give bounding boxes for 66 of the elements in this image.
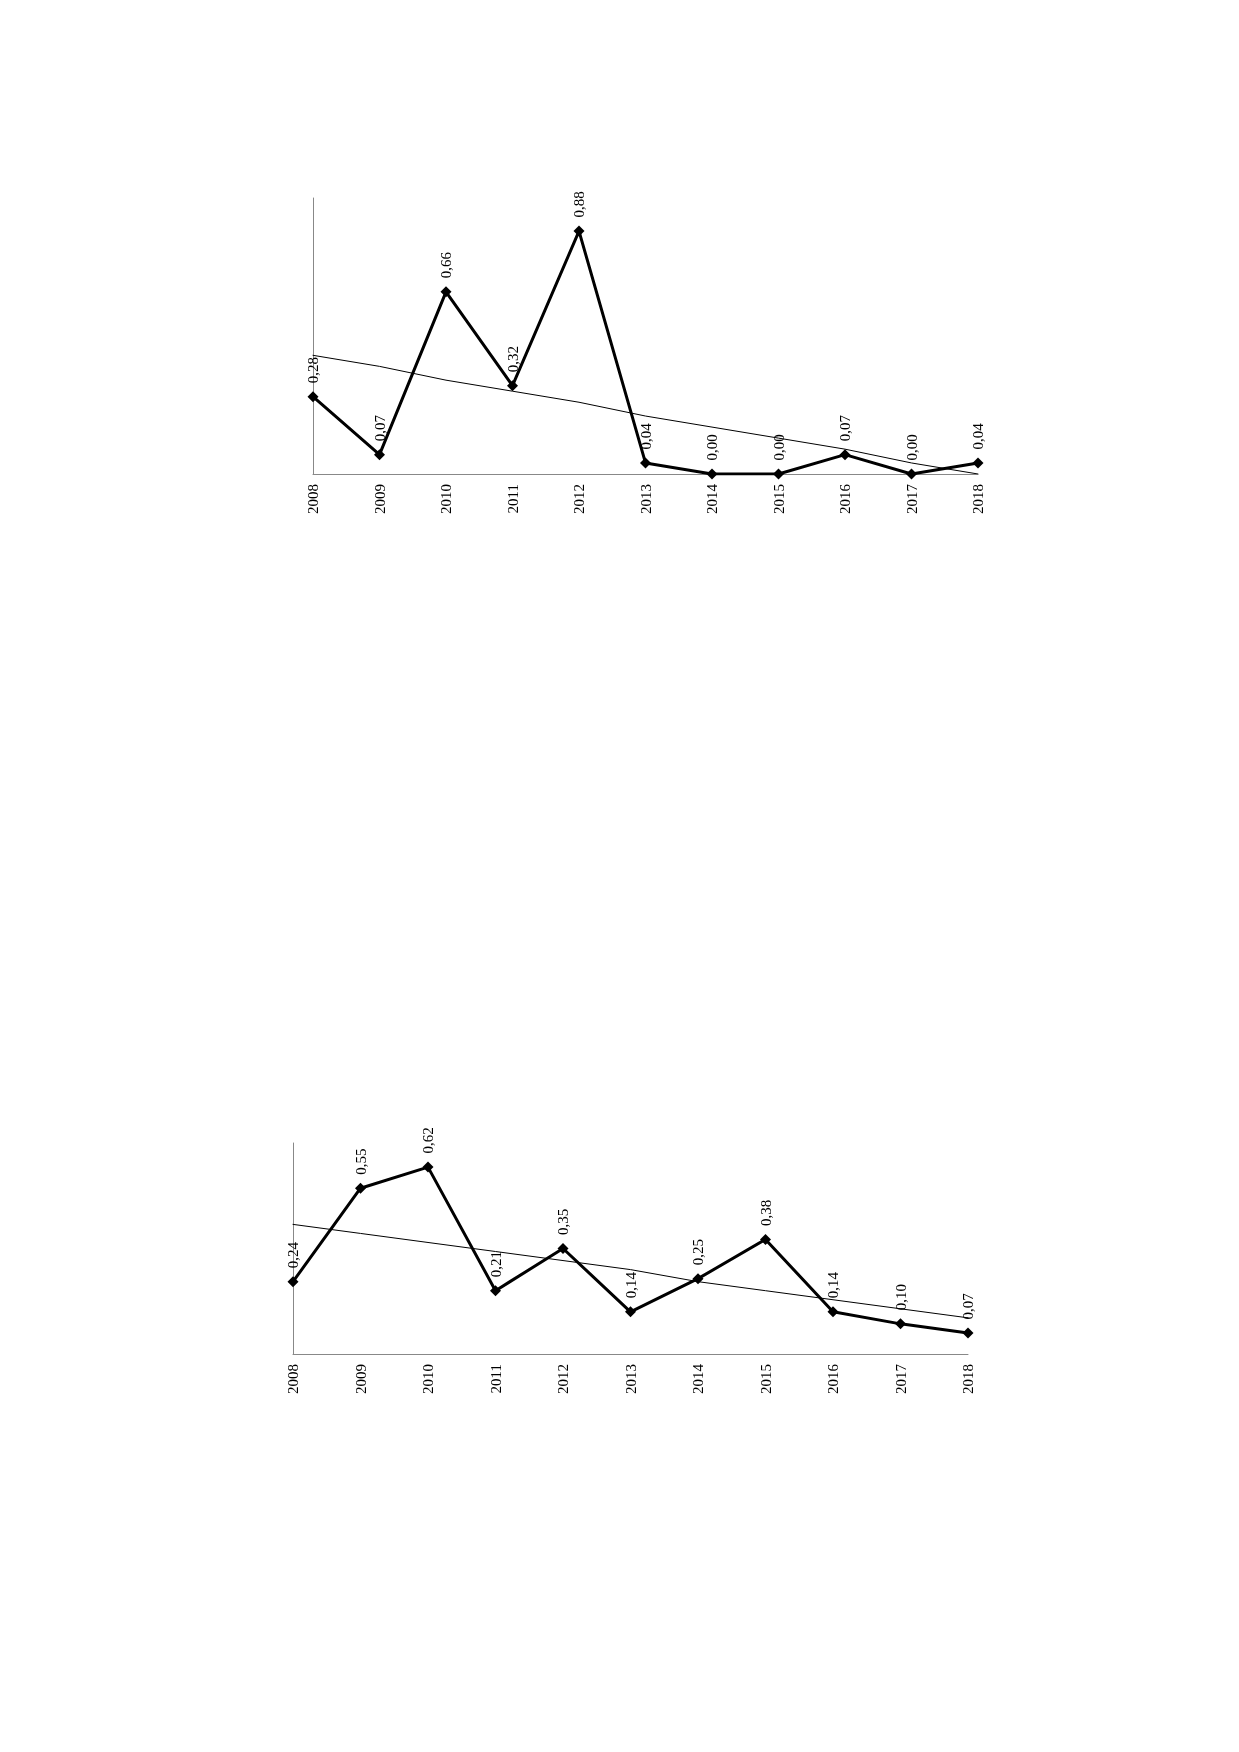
x-tick-label: 2010 — [420, 1364, 436, 1394]
x-tick-label: 2014 — [690, 1363, 706, 1394]
x-tick-label: 2018 — [970, 484, 986, 514]
x-tick-label: 2018 — [960, 1364, 976, 1394]
point — [773, 468, 784, 480]
data-label: 0,07 — [960, 1292, 976, 1320]
data-label: 0,32 — [504, 345, 521, 373]
x-tick-label: 2010 — [438, 484, 454, 514]
data-label: 0,88 — [571, 191, 587, 218]
data-label: 0,14 — [825, 1271, 841, 1299]
x-tick-label: 2008 — [285, 1364, 301, 1394]
x-tick-label: 2017 — [903, 483, 920, 514]
data-label: 0,07 — [837, 414, 853, 442]
data-label: 0,28 — [305, 356, 321, 384]
point — [906, 468, 917, 480]
x-tick-label: 2009 — [371, 484, 388, 514]
data-label: 0,14 — [622, 1271, 639, 1299]
point — [287, 1276, 299, 1288]
point — [760, 1233, 771, 1245]
data-label: 0,00 — [770, 434, 787, 461]
x-tick-label: 2015 — [757, 1364, 774, 1394]
point — [355, 1182, 366, 1194]
data-label: 0,04 — [970, 422, 986, 450]
point — [422, 1161, 434, 1173]
data-label: 0,00 — [704, 434, 720, 461]
x-tick-label: 2013 — [622, 1364, 639, 1394]
x-tick-label: 2009 — [352, 1364, 369, 1394]
x-tick-label: 2015 — [770, 484, 787, 514]
data-label: 0,10 — [892, 1284, 909, 1311]
point — [895, 1318, 906, 1330]
data-label: 0,25 — [690, 1238, 706, 1266]
point — [557, 1243, 569, 1254]
point — [307, 391, 319, 403]
point — [507, 380, 518, 392]
x-tick-label: 2012 — [555, 1364, 571, 1394]
point — [625, 1306, 636, 1318]
point — [692, 1273, 704, 1285]
point — [374, 449, 385, 461]
x-tick-label: 2013 — [637, 484, 654, 514]
point — [573, 225, 585, 237]
data-label: 0,55 — [352, 1148, 369, 1175]
data-label: 0,00 — [903, 434, 920, 461]
data-label: 0,07 — [371, 414, 388, 442]
point — [490, 1285, 501, 1297]
point — [440, 286, 452, 298]
point — [839, 449, 851, 461]
data-label: 0,66 — [438, 251, 454, 279]
point — [640, 457, 651, 469]
x-tick-label: 2016 — [837, 483, 853, 514]
x-tick-label: 2008 — [305, 484, 321, 514]
point — [962, 1327, 974, 1339]
x-tick-label: 2014 — [704, 483, 720, 514]
point — [972, 457, 984, 469]
data-label: 0,62 — [420, 1127, 436, 1154]
x-tick-label: 2012 — [571, 484, 587, 514]
data-label: 0,35 — [555, 1208, 571, 1235]
data-label: 0,21 — [487, 1250, 504, 1278]
data-label: 0,24 — [285, 1241, 301, 1269]
data-label: 0,04 — [637, 422, 654, 450]
point — [827, 1306, 839, 1318]
x-tick-label: 2011 — [487, 1364, 504, 1394]
x-tick-label: 2011 — [504, 484, 521, 514]
point — [706, 468, 718, 480]
data-label: 0,38 — [757, 1199, 774, 1226]
x-tick-label: 2016 — [825, 1363, 841, 1394]
x-tick-label: 2017 — [892, 1363, 909, 1394]
